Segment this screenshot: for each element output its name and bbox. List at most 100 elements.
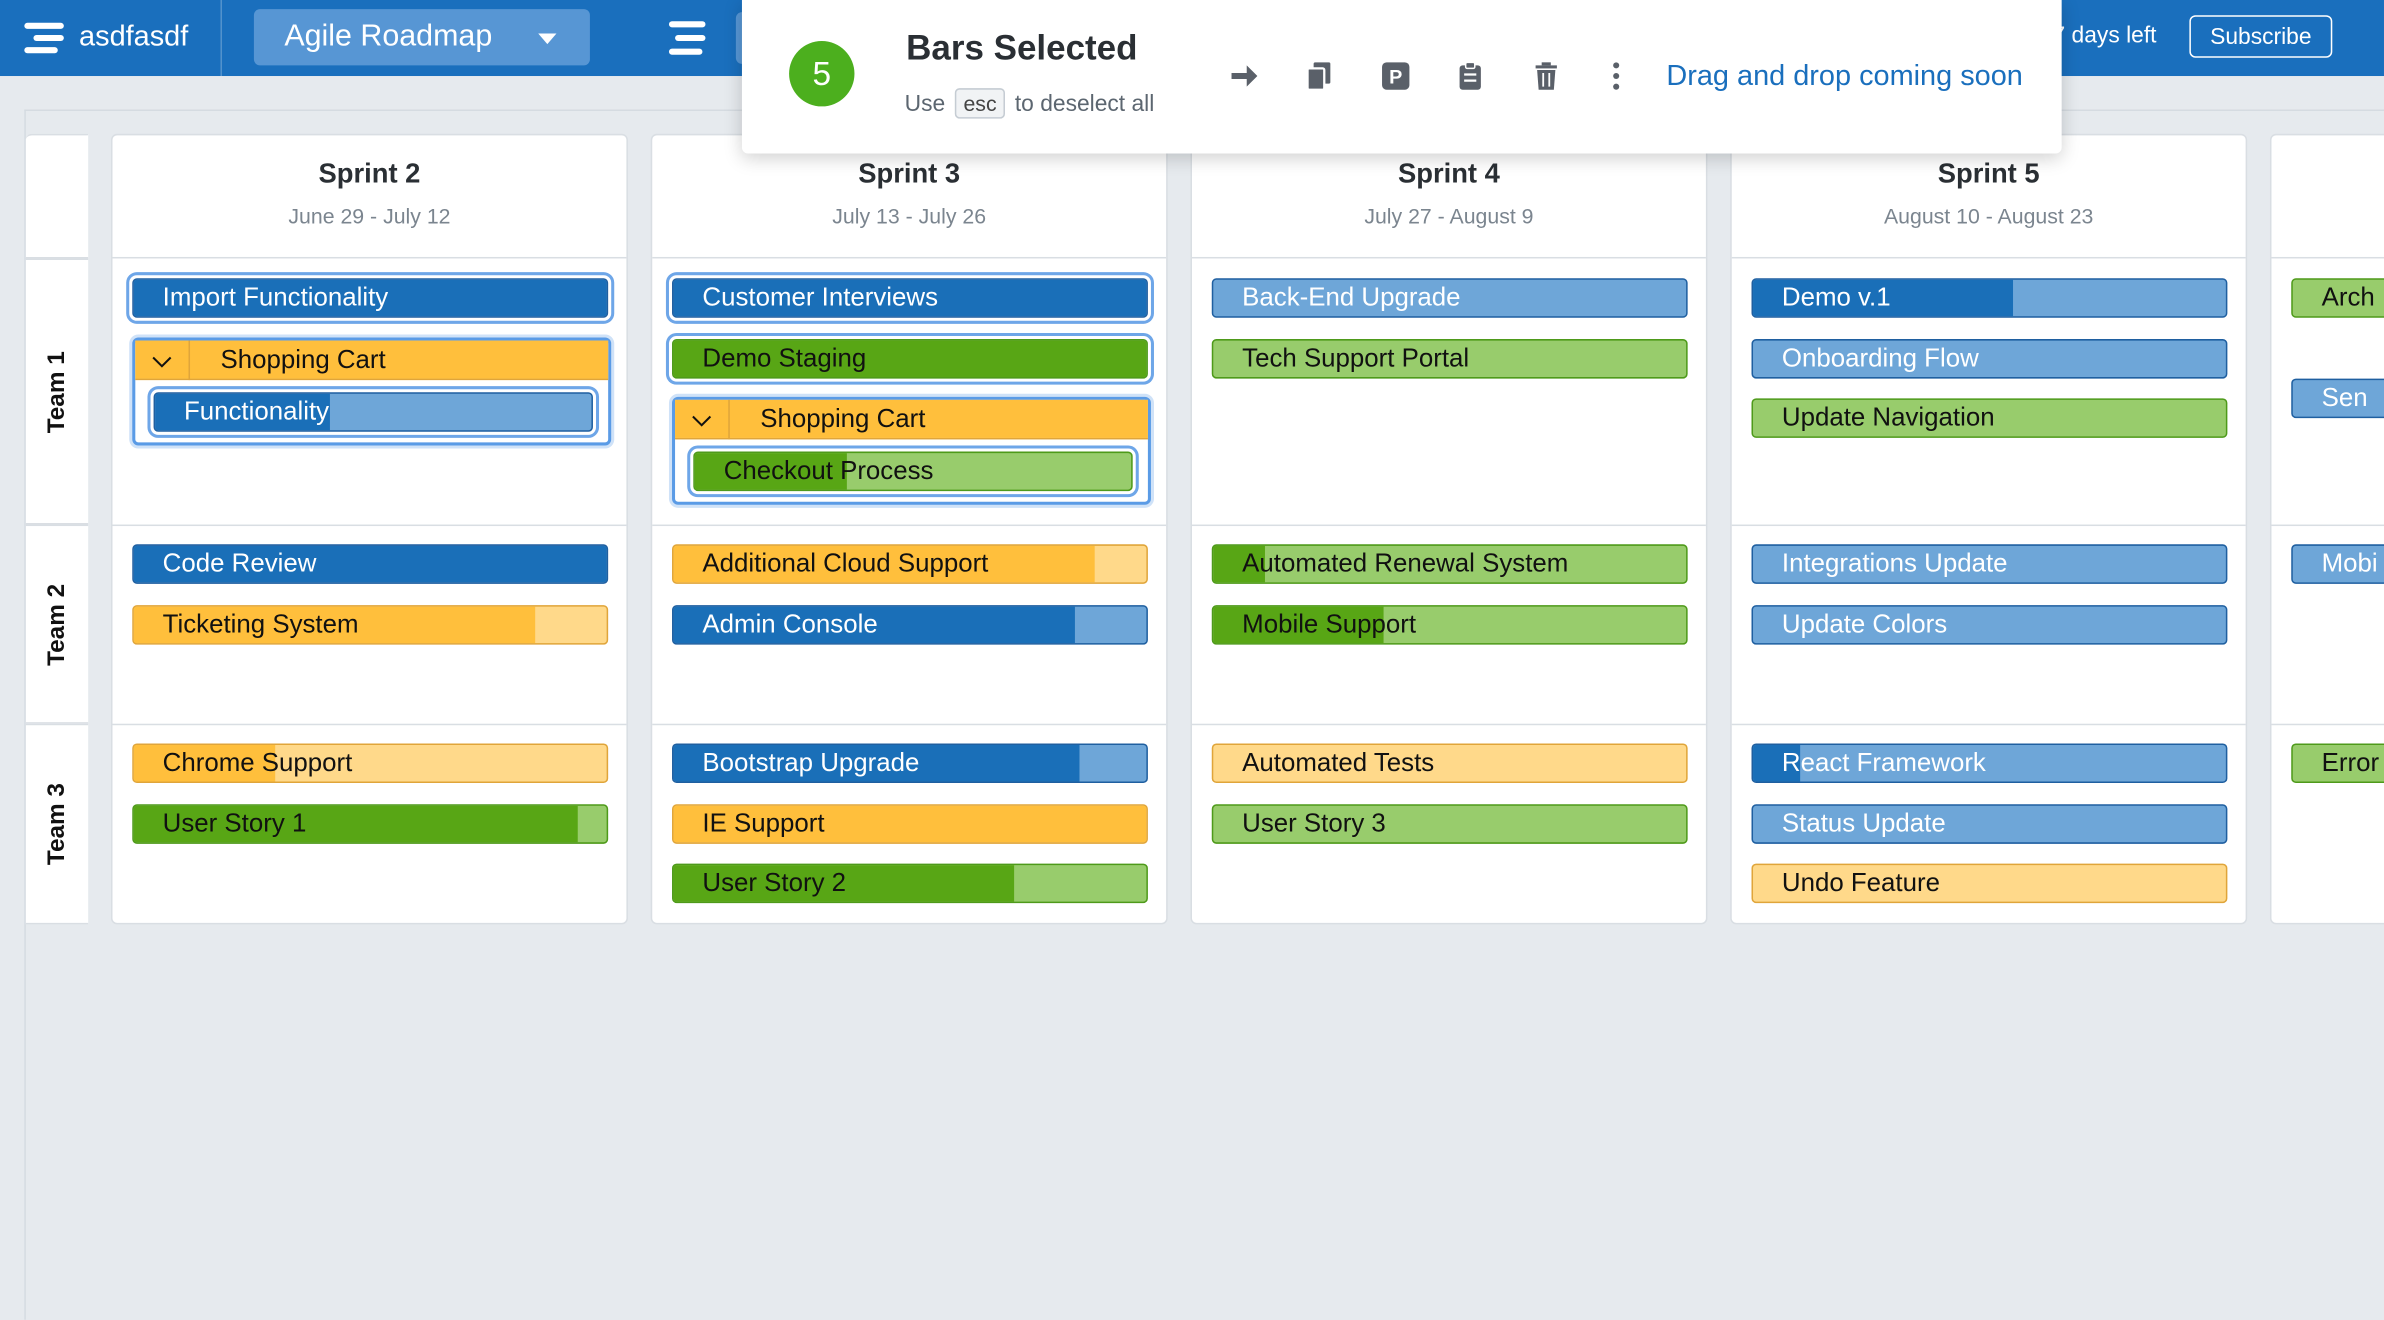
sprint-title: Sprint 3 (858, 158, 961, 189)
roadmap-bar[interactable]: Update Navigation (1751, 398, 2228, 438)
roadmap-bar[interactable]: User Story 1 (132, 804, 609, 844)
bar-label: Functionality (183, 396, 330, 426)
progress-fill (673, 805, 1147, 843)
roadmap-bar[interactable]: Integrations Update (1751, 544, 2228, 584)
bar-label: Customer Interviews (702, 282, 938, 312)
copy-icon[interactable] (1301, 58, 1337, 94)
sprint-header[interactable]: Sprint 4 July 27 - August 9 (1191, 135, 1706, 259)
bar-group[interactable]: ⌵ Shopping Cart Functionality (132, 337, 612, 446)
progress-fill (675, 399, 1148, 438)
roadmap-bar[interactable]: Update Colors (1751, 605, 2228, 645)
bar-label: Arch (2321, 282, 2375, 312)
row-header-team-3[interactable]: Team 3 (25, 723, 89, 925)
progress-fill (155, 393, 330, 431)
sprint-header[interactable]: Sprint 5 August 10 - August 23 (1731, 135, 2246, 259)
roadmap-bar[interactable]: IE Support (672, 804, 1148, 844)
group-header-bar[interactable]: ⌵ Shopping Cart (135, 340, 609, 381)
roadmap-bar[interactable]: Customer Interviews (672, 278, 1148, 318)
brand[interactable]: asdfasdf (0, 0, 222, 77)
roadmap-bar[interactable]: Status Update (1751, 804, 2228, 844)
row-header-corner (25, 133, 89, 259)
bar-label: Update Navigation (1781, 402, 1995, 432)
subscribe-button[interactable]: Subscribe (2189, 15, 2333, 58)
roadmap-bar[interactable]: Demo Staging (672, 339, 1148, 379)
roadmap-bar[interactable]: Tech Support Portal (1211, 339, 1688, 379)
selection-toolbar: 5 Bars Selected Use esc to deselect all … (741, 0, 2062, 154)
sprint-column: Sprint 4 July 27 - August 9 Back-End Upgra… (1190, 133, 1708, 925)
roadmap-selector[interactable]: Agile Roadmap (253, 9, 590, 66)
roadmap-bar[interactable]: User Story 3 (1211, 804, 1688, 844)
row-divider (2271, 524, 2384, 527)
parking-icon[interactable]: P (1377, 58, 1413, 94)
bar-label: Mobile Support (1242, 609, 1417, 639)
sprint-header[interactable]: Sprint 3 July 13 - July 26 (652, 135, 1167, 259)
svg-text:P: P (1389, 67, 1402, 89)
row-divider (1731, 723, 2246, 726)
hint-suffix: to deselect all (1014, 90, 1155, 117)
progress-fill (1213, 545, 1266, 583)
roadmap-bar[interactable]: React Framework (1751, 743, 2228, 784)
progress-fill (133, 279, 607, 317)
roadmap-bar[interactable]: Admin Console (672, 605, 1148, 645)
roadmap-bar[interactable]: Bootstrap Upgrade (672, 743, 1148, 784)
row-divider (112, 524, 627, 527)
more-vertical-icon[interactable] (1598, 58, 1634, 94)
bar-label: Code Review (162, 548, 317, 578)
selection-title: Bars Selected (906, 27, 1138, 67)
hint-prefix: Use (904, 90, 946, 117)
roadmap-bar[interactable]: Error (2291, 743, 2384, 784)
sprint-column: Sprint 3 July 13 - July 26 Customer Interv… (650, 133, 1168, 925)
chevron-down-icon[interactable]: ⌵ (135, 340, 191, 381)
group-header-bar[interactable]: ⌵ Shopping Cart (675, 399, 1148, 440)
roadmap-bar[interactable]: Checkout Process (693, 451, 1133, 492)
row-header-team-1[interactable]: Team 1 (25, 258, 89, 525)
roadmap-bar[interactable]: Automated Tests (1211, 743, 1688, 784)
roadmap-bar[interactable]: Import Functionality (132, 278, 609, 318)
bar-label: Tech Support Portal (1242, 343, 1470, 373)
chevron-down-icon[interactable]: ⌵ (675, 399, 730, 440)
roadmap-bar[interactable]: Demo v.1 (1751, 278, 2228, 318)
sprint-header[interactable] (2271, 135, 2384, 259)
bar-label: Back-End Upgrade (1242, 282, 1461, 312)
bar-label: User Story 3 (1242, 808, 1386, 838)
bar-label: Chrome Support (162, 748, 353, 777)
bar-label: Mobi (2321, 548, 2378, 578)
bar-label: Checkout Process (723, 456, 934, 486)
roadmap-bar[interactable]: Ticketing System (132, 605, 609, 645)
roadmap-bar[interactable]: Additional Cloud Support (672, 544, 1148, 584)
roadmap-bar[interactable]: Arch (2291, 278, 2384, 318)
roadmap-bar[interactable]: User Story 2 (672, 863, 1148, 904)
arrow-right-icon[interactable] (1225, 58, 1261, 94)
selection-hint: Use esc to deselect all (904, 88, 1155, 119)
roadmap-bar[interactable]: Back-End Upgrade (1211, 278, 1688, 318)
roadmap-bar[interactable]: Functionality (153, 392, 593, 432)
roadmap-bar[interactable]: Mobile Support (1211, 605, 1688, 645)
bar-label: Update Colors (1781, 609, 1948, 639)
bar-label: Admin Console (702, 609, 878, 639)
roadmap-bar[interactable]: Mobi (2291, 544, 2384, 584)
roadmap-bar[interactable]: Code Review (132, 544, 609, 584)
bar-group[interactable]: ⌵ Shopping Cart Checkout Process (672, 396, 1151, 505)
roadmap-bar[interactable]: Automated Renewal System (1211, 544, 1688, 584)
sprint-header[interactable]: Sprint 2 June 29 - July 12 (112, 135, 627, 259)
trial-days-left: 7 days left (2052, 22, 2157, 49)
sprint-dates: August 10 - August 23 (1883, 203, 2094, 229)
bar-label: Import Functionality (162, 282, 389, 312)
bar-label: Error (2321, 748, 2380, 777)
roadmap-bar[interactable]: Undo Feature (1751, 863, 2228, 904)
progress-fill (673, 545, 1095, 583)
progress-fill (694, 453, 848, 490)
roadmap-bar[interactable]: Sen (2291, 378, 2384, 419)
trash-icon[interactable] (1528, 58, 1564, 94)
bar-label: User Story 1 (162, 808, 307, 838)
clipboard-icon[interactable] (1452, 58, 1488, 94)
roadmap-bar[interactable]: Chrome Support (132, 743, 609, 784)
bar-label: IE Support (702, 808, 825, 838)
roadmap-bar[interactable]: Onboarding Flow (1751, 339, 2228, 379)
bar-label: React Framework (1781, 748, 1986, 777)
drag-drop-link[interactable]: Drag and drop coming soon (1666, 60, 2023, 93)
app-name: asdfasdf (79, 21, 189, 54)
menu-icon[interactable] (668, 21, 706, 54)
row-divider (1731, 524, 2246, 527)
row-header-team-2[interactable]: Team 2 (25, 524, 89, 724)
